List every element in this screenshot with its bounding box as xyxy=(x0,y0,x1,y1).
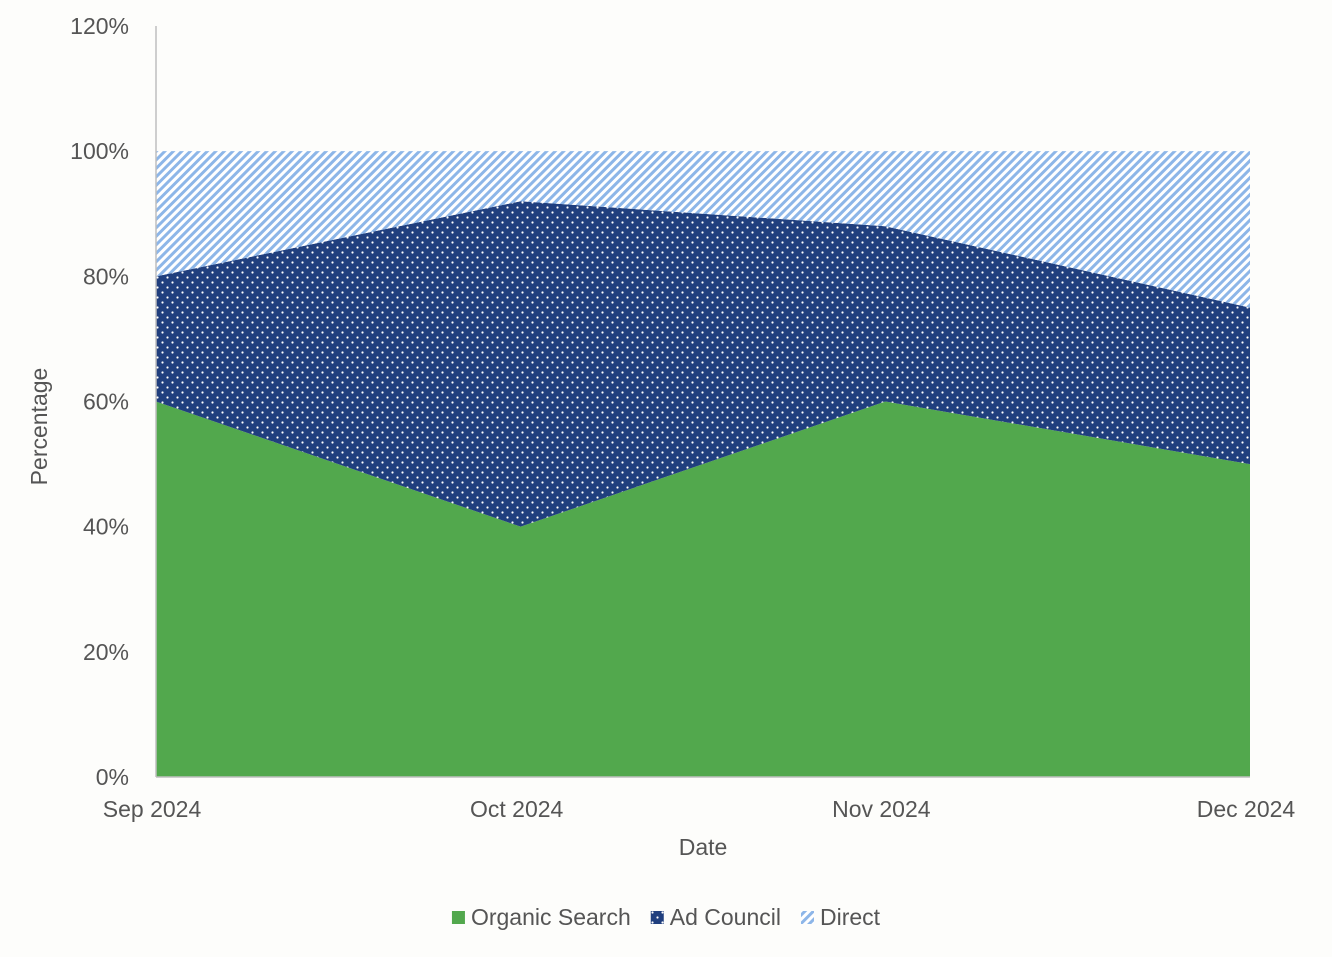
area-ad-council xyxy=(156,201,1250,527)
x-tick-label: Dec 2024 xyxy=(1197,796,1296,822)
y-tick-label: 60% xyxy=(83,389,129,415)
legend-swatch xyxy=(800,911,814,924)
x-axis-title: Date xyxy=(679,834,728,860)
y-axis-title: Percentage xyxy=(26,368,52,486)
y-tick-label: 20% xyxy=(83,639,129,665)
area-direct xyxy=(156,151,1250,308)
legend-swatch xyxy=(451,911,465,924)
legend: Organic Search Ad Council Direct xyxy=(451,904,881,930)
legend-item-organic-search: Organic Search xyxy=(451,904,631,930)
legend-label: Organic Search xyxy=(471,904,631,930)
y-tick-label: 100% xyxy=(70,138,129,164)
x-tick-label: Nov 2024 xyxy=(832,796,931,822)
legend-label: Direct xyxy=(820,904,881,930)
area-organic-search xyxy=(156,401,1250,777)
x-tick-label: Oct 2024 xyxy=(470,796,564,822)
y-tick-label: 0% xyxy=(96,764,129,790)
y-tick-label: 80% xyxy=(83,263,129,289)
y-tick-label: 40% xyxy=(83,514,129,540)
legend-item-ad-council: Ad Council xyxy=(650,904,781,930)
y-tick-label: 120% xyxy=(70,13,129,39)
x-tick-label: Sep 2024 xyxy=(103,796,202,822)
legend-swatch xyxy=(650,911,664,924)
legend-label: Ad Council xyxy=(670,904,781,930)
legend-item-direct: Direct xyxy=(800,904,881,930)
